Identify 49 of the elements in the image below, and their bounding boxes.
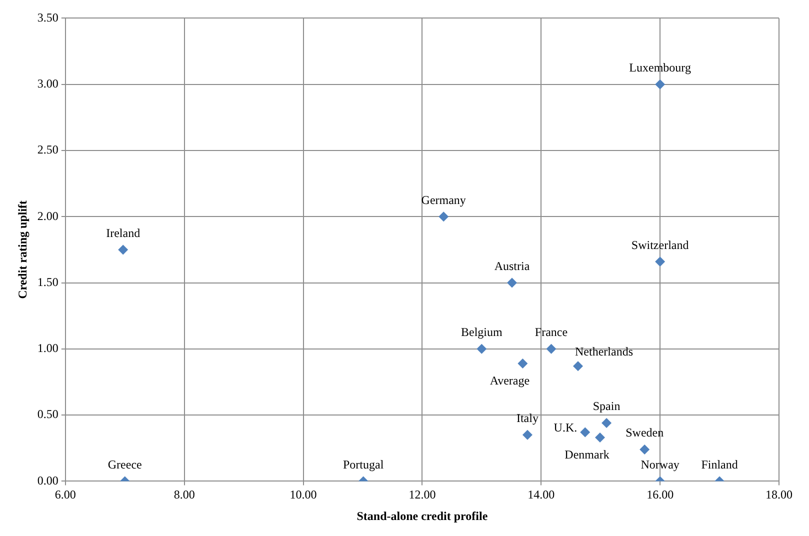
x-tick-label: 10.00	[290, 488, 317, 502]
point	[573, 361, 584, 372]
annotation: Greece	[108, 457, 142, 472]
point	[518, 358, 528, 368]
point	[118, 244, 128, 255]
x-tick-label: 6.00	[54, 488, 76, 502]
y-tick-label: 0.50	[37, 407, 58, 422]
point	[655, 256, 666, 267]
annotation: Italy	[516, 411, 538, 426]
point	[602, 418, 612, 428]
point	[580, 427, 590, 438]
y-tick-label: 1.00	[37, 341, 58, 356]
annotation: U.K.	[554, 420, 578, 434]
annotation: Finland	[701, 457, 738, 472]
point	[438, 212, 449, 222]
annotation: France	[534, 325, 568, 340]
y-tick-label: 0.00	[37, 473, 58, 488]
x-tick-label: 8.00	[174, 488, 195, 502]
y-tick-label: 2.00	[37, 208, 58, 223]
point	[640, 444, 650, 454]
y-tick-label: 3.50	[37, 10, 58, 24]
annotation: Portugal	[342, 457, 384, 472]
annotation: Average	[490, 374, 530, 388]
annotation: Germany	[421, 192, 466, 207]
annotation: Austria	[494, 258, 530, 273]
y-tick-label: 2.50	[37, 142, 58, 157]
x-tick-label: 14.00	[528, 488, 555, 502]
annotation: Sweden	[626, 426, 664, 440]
point	[546, 344, 556, 354]
point	[506, 278, 517, 288]
annotation: Netherlands	[575, 344, 634, 358]
annotation: Norway	[640, 457, 680, 472]
annotation: Luxembourg	[629, 60, 691, 74]
y-tick-label: 3.00	[37, 76, 58, 90]
point	[476, 344, 487, 354]
annotation: Spain	[592, 399, 620, 414]
x-tick-label: 12.00	[408, 488, 436, 502]
point	[595, 432, 606, 443]
point	[655, 79, 666, 90]
annotation: Switzerland	[631, 238, 689, 252]
y-axis-title: Credit rating uplift	[15, 200, 30, 299]
y-tick-label: 1.50	[37, 274, 58, 289]
x-axis-title: Stand-alone credit profile	[356, 508, 488, 523]
annotation: Belgium	[460, 325, 503, 340]
annotation: Ireland	[106, 226, 140, 240]
point	[522, 430, 532, 440]
annotation: Denmark	[564, 448, 610, 462]
x-tick-label: 16.00	[646, 488, 674, 502]
x-tick-label: 18.00	[766, 488, 792, 502]
